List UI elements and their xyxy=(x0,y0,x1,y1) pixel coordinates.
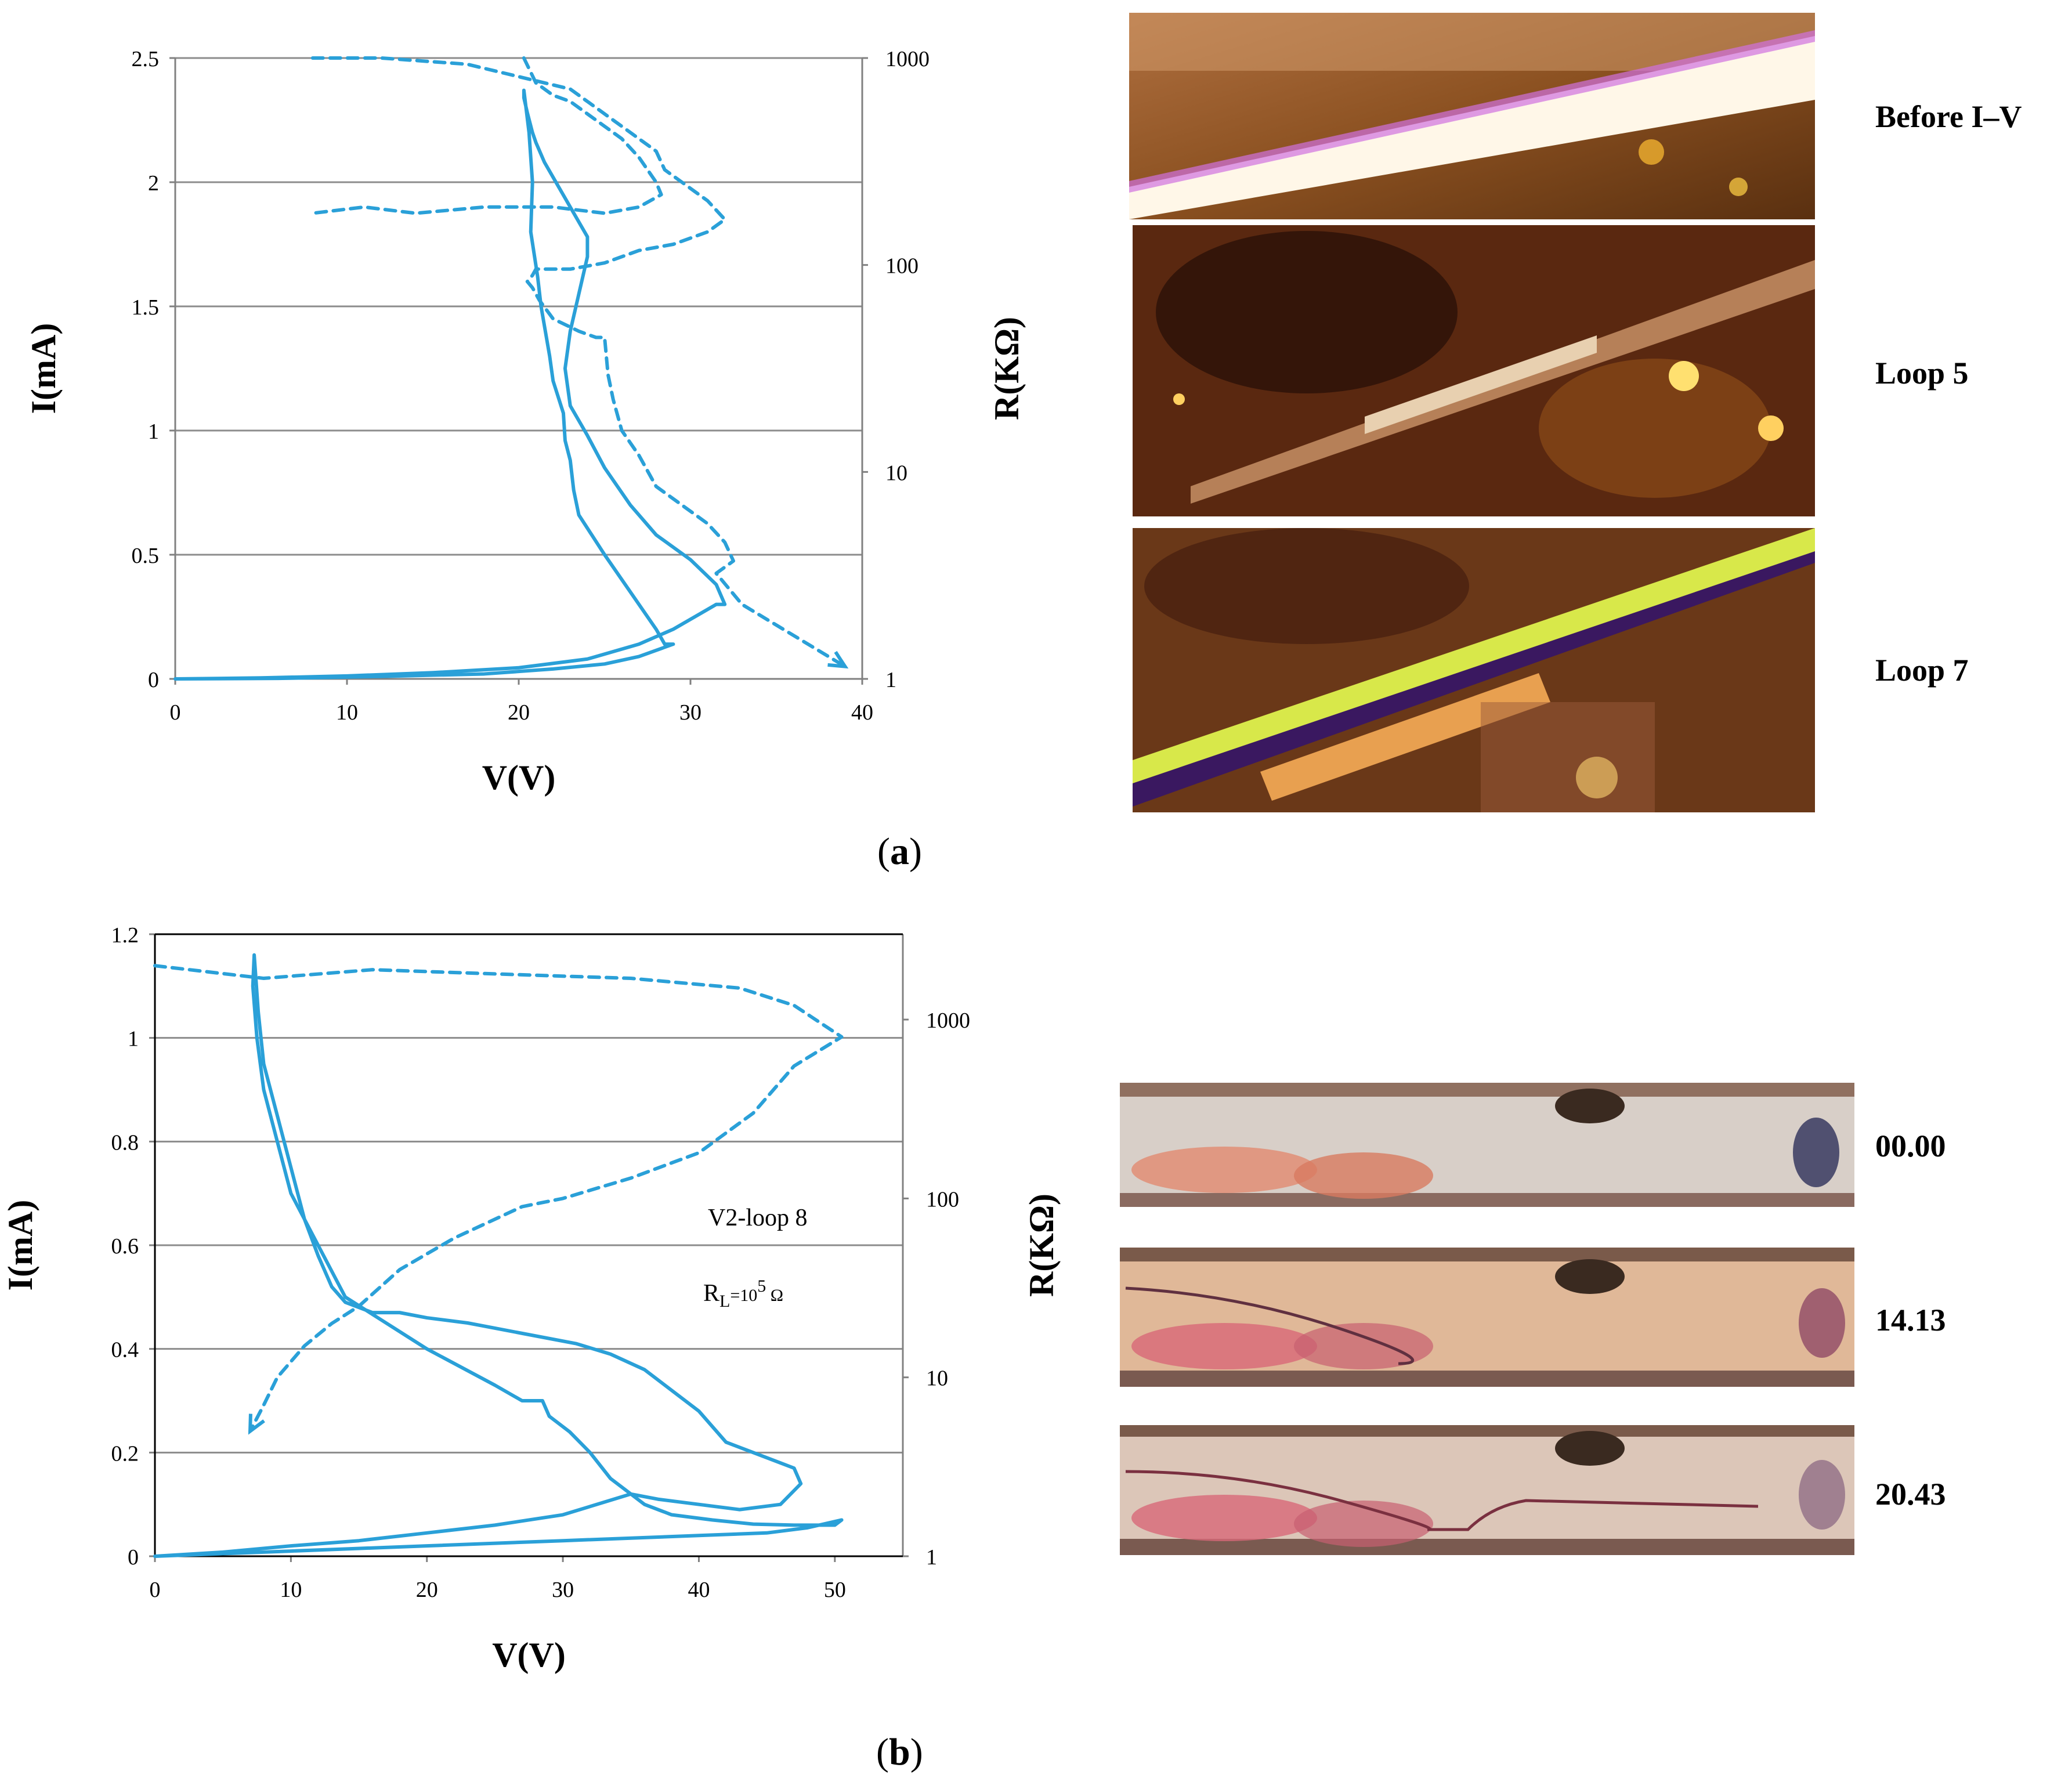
y2-tick-label: 10 xyxy=(926,1367,948,1391)
series-end-arrow xyxy=(248,1414,265,1435)
series-current-line xyxy=(153,953,844,1558)
series-resistance-return-line xyxy=(310,56,663,215)
series-end-arrow xyxy=(827,650,849,669)
y-tick-label: 1.2 xyxy=(111,923,139,948)
y2-tick-label: 100 xyxy=(885,254,919,279)
y-tick-label: 0.8 xyxy=(111,1130,139,1155)
x-tick-label: 10 xyxy=(280,1578,302,1602)
x-tick-label: 30 xyxy=(679,700,701,725)
x-tick-label: 50 xyxy=(824,1578,846,1602)
y2-tick-label: 1 xyxy=(885,668,896,692)
y-tick-label: 0.6 xyxy=(111,1234,139,1259)
x-tick-label: 0 xyxy=(170,700,181,725)
y-tick-label: 2.5 xyxy=(132,47,160,71)
caption-t-14-13: 14.13 xyxy=(1875,1303,1946,1337)
series-current-line xyxy=(173,88,727,681)
panel-letter-b: (b) xyxy=(876,1731,923,1773)
series-resistance-line xyxy=(310,56,847,668)
annotation-load-resistance: RL=105 Ω xyxy=(703,1277,783,1311)
x-tick-label: 40 xyxy=(688,1578,710,1602)
micrograph-t-20-43 xyxy=(1120,1425,1854,1555)
y-axis-title: I(mA) xyxy=(24,323,63,414)
micrograph-before-iv xyxy=(1129,13,1815,219)
micrograph-t-14-13 xyxy=(1120,1248,1854,1387)
caption-loop-5: Loop 5 xyxy=(1875,356,1969,391)
y-tick-label: 0 xyxy=(128,1545,139,1570)
x-tick-label: 20 xyxy=(416,1578,438,1602)
chart-b: 0 0.2 0.4 0.6 0.8 1 1.2 0 10 20 30 40 50 1 10 100 1000 V(… xyxy=(1,923,1061,1674)
annotation-loop: V2-loop 8 xyxy=(708,1205,808,1231)
y-tick-label: 1 xyxy=(128,1027,139,1051)
x-tick-label: 40 xyxy=(851,700,873,725)
y2-tick-label: 1000 xyxy=(885,47,930,71)
caption-t-00-00: 00.00 xyxy=(1875,1129,1946,1163)
x-tick-label: 20 xyxy=(508,700,530,725)
annotation-part: Ω xyxy=(766,1286,783,1305)
x-tick-label: 10 xyxy=(336,700,358,725)
y-tick-label: 0.2 xyxy=(111,1441,139,1466)
x-tick-label: 0 xyxy=(150,1578,161,1602)
micrograph-loop-7 xyxy=(1133,528,1815,812)
panel-letter-a: (a) xyxy=(877,830,922,873)
y-tick-label: 2 xyxy=(148,171,159,196)
micrograph-loop-5 xyxy=(1133,225,1815,516)
y2-tick-label: 10 xyxy=(885,461,907,485)
y2-axis-title: R(KΩ) xyxy=(988,317,1026,420)
x-axis-title: V(V) xyxy=(492,1636,566,1674)
y-tick-label: 1.5 xyxy=(132,295,160,320)
y-tick-label: 0 xyxy=(148,668,159,692)
y2-tick-label: 1000 xyxy=(926,1008,970,1033)
annotation-part: L xyxy=(719,1292,730,1311)
x-axis-title: V(V) xyxy=(482,758,556,797)
y2-tick-label: 1 xyxy=(926,1545,937,1570)
chart-a: 0 0.5 1 1.5 2 2.5 0 10 20 30 40 1 10 100 1000 V(V) I(mA)… xyxy=(24,47,1026,797)
annotation-part: =10 xyxy=(730,1286,757,1305)
y-tick-label: 1 xyxy=(148,420,159,444)
y-axis-title: I(mA) xyxy=(1,1200,39,1291)
annotation-part: 5 xyxy=(757,1277,766,1296)
x-tick-label: 30 xyxy=(552,1578,574,1602)
y-tick-label: 0.4 xyxy=(111,1338,139,1362)
y2-axis-title: R(KΩ) xyxy=(1022,1194,1061,1297)
y-tick-label: 0.5 xyxy=(132,544,160,568)
y2-tick-label: 100 xyxy=(926,1187,959,1212)
series-resistance-line xyxy=(153,964,844,1433)
caption-t-20-43: 20.43 xyxy=(1875,1477,1946,1512)
micrograph-t-00-00 xyxy=(1120,1083,1854,1207)
annotation-part: R xyxy=(703,1280,719,1307)
caption-loop-7: Loop 7 xyxy=(1875,653,1969,688)
caption-before-iv: Before I–V xyxy=(1875,99,2022,134)
